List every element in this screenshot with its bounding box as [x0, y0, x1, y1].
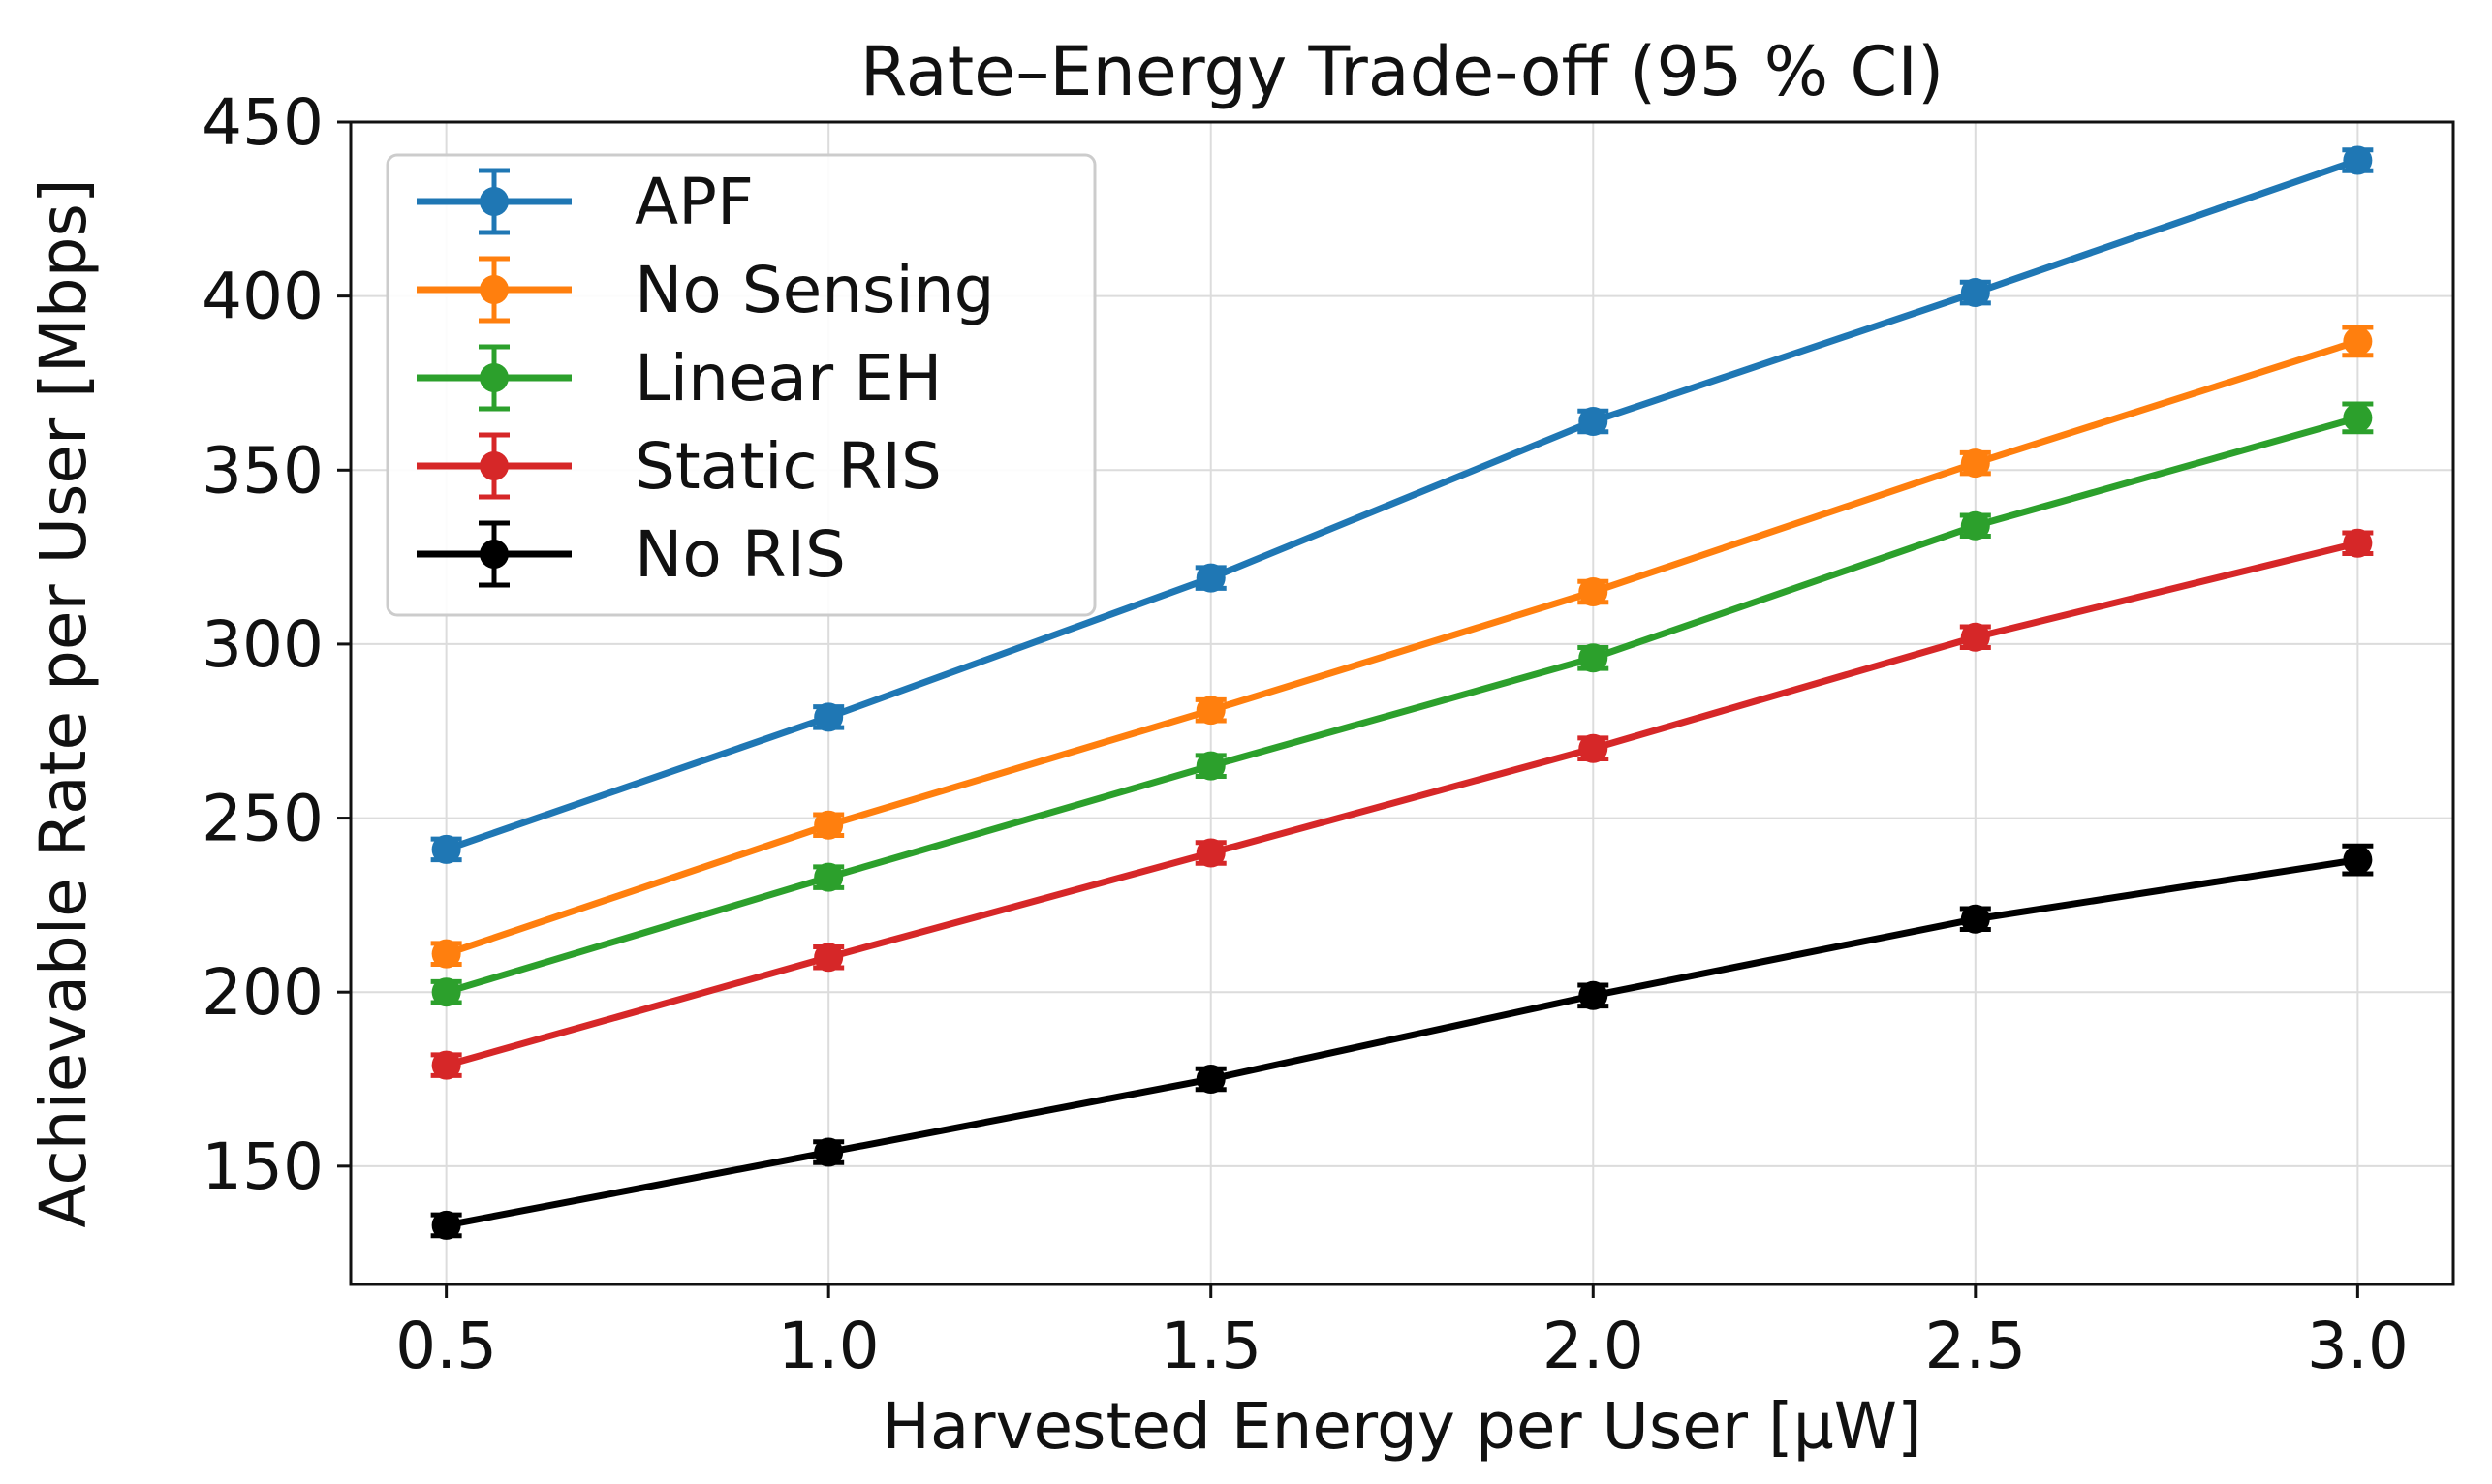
- x-tick-label: 2.5: [1924, 1309, 2026, 1383]
- legend-label: Static RIS: [635, 429, 942, 504]
- x-tick-label: 2.0: [1542, 1309, 1644, 1383]
- y-tick-label: 350: [202, 433, 324, 508]
- legend-marker: [480, 363, 509, 392]
- x-axis-label: Harvested Energy per User [µW]: [882, 1389, 1921, 1464]
- legend-box: [386, 153, 1097, 617]
- data-point: [1196, 563, 1226, 593]
- series-apf: [430, 145, 2374, 864]
- data-point: [1578, 643, 1608, 673]
- data-point: [2343, 528, 2373, 558]
- data-point: [1196, 838, 1226, 868]
- data-point: [814, 1137, 844, 1167]
- data-point: [2343, 145, 2373, 175]
- legend-marker: [480, 451, 509, 480]
- series-layer: [430, 145, 2374, 1240]
- data-point: [2343, 845, 2373, 875]
- data-point: [1960, 510, 1990, 541]
- data-point: [431, 1210, 461, 1240]
- y-tick-label: 200: [202, 955, 324, 1030]
- y-tick-label: 400: [202, 260, 324, 334]
- legend-item: Static RIS: [417, 429, 942, 504]
- data-point: [1196, 696, 1226, 726]
- plot-frame: [349, 120, 2455, 1286]
- data-point: [1960, 904, 1990, 934]
- legend-item: No RIS: [417, 517, 846, 592]
- data-point: [814, 810, 844, 840]
- series-static-ris: [430, 528, 2374, 1080]
- data-point: [1960, 448, 1990, 479]
- legend-item: APF: [417, 165, 754, 239]
- y-tick-label: 300: [202, 607, 324, 682]
- legend-marker: [480, 540, 509, 569]
- legend-marker: [480, 187, 509, 216]
- series-line: [445, 415, 2359, 996]
- x-tick-label: 3.0: [2307, 1309, 2409, 1383]
- axis-ticks: 0.5 1.0 1.5 2.0 2.5 3.0 150 200 250 300 350 400 450: [202, 85, 2409, 1383]
- x-tick-label: 0.5: [395, 1309, 497, 1383]
- legend-item: Linear EH: [417, 341, 942, 416]
- series-line: [445, 540, 2359, 1069]
- data-point: [1578, 733, 1608, 763]
- y-axis-label: Achievable Rate per User [Mbps]: [26, 178, 101, 1227]
- data-point: [2343, 403, 2373, 433]
- legend-marker: [480, 275, 509, 304]
- legend-label: No Sensing: [635, 253, 995, 327]
- legend-label: Linear EH: [635, 341, 942, 416]
- data-point: [431, 834, 461, 864]
- data-point: [431, 1050, 461, 1080]
- data-point: [1960, 622, 1990, 652]
- series-line: [445, 856, 2358, 1229]
- data-point: [814, 702, 844, 732]
- data-point: [431, 939, 461, 969]
- data-point: [1196, 1065, 1226, 1095]
- series-line: [445, 338, 2359, 957]
- data-point: [1960, 278, 1990, 308]
- x-tick-label: 1.0: [778, 1309, 880, 1383]
- legend-item: No Sensing: [417, 253, 995, 327]
- y-tick-label: 250: [202, 782, 324, 856]
- y-tick-label: 150: [202, 1129, 324, 1204]
- legend: APF No Sensing Linear EH Static RIS No RIS: [386, 153, 1097, 617]
- legend-label: No RIS: [635, 517, 846, 592]
- data-point: [1578, 577, 1608, 607]
- chart-title: Rate–Energy Trade-off (95 % CI): [860, 32, 1945, 111]
- series-line: [445, 157, 2359, 853]
- y-tick-label: 450: [202, 85, 324, 160]
- data-point: [814, 943, 844, 973]
- data-point: [1196, 751, 1226, 781]
- series-linear-eh: [430, 401, 2374, 1007]
- data-point: [2343, 326, 2373, 356]
- data-point: [431, 977, 461, 1007]
- series-no-ris: [430, 843, 2374, 1240]
- data-point: [1578, 406, 1608, 436]
- x-tick-label: 1.5: [1160, 1309, 1262, 1383]
- legend-label: APF: [635, 165, 754, 239]
- data-point: [814, 862, 844, 892]
- series-no-sensing: [430, 325, 2374, 969]
- data-point: [1578, 980, 1608, 1010]
